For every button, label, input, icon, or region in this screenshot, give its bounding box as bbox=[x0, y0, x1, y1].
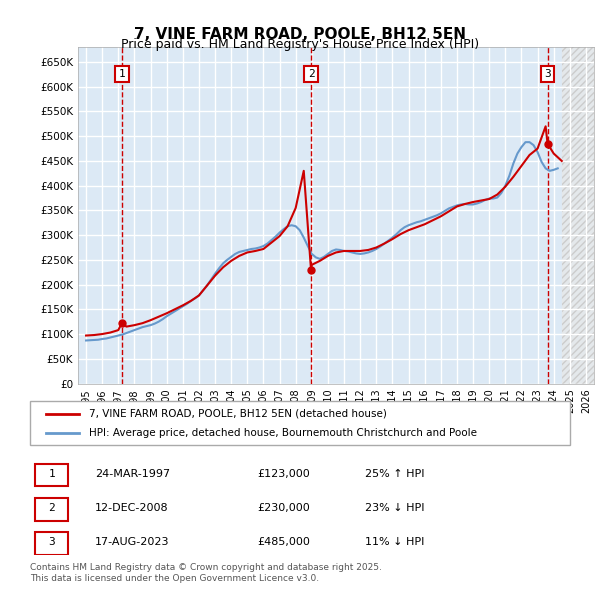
FancyBboxPatch shape bbox=[35, 532, 68, 555]
Text: 24-MAR-1997: 24-MAR-1997 bbox=[95, 469, 170, 479]
Text: 1: 1 bbox=[48, 469, 55, 479]
Polygon shape bbox=[562, 47, 594, 384]
Text: HPI: Average price, detached house, Bournemouth Christchurch and Poole: HPI: Average price, detached house, Bour… bbox=[89, 428, 478, 438]
Text: Contains HM Land Registry data © Crown copyright and database right 2025.
This d: Contains HM Land Registry data © Crown c… bbox=[30, 563, 382, 583]
Text: 17-AUG-2023: 17-AUG-2023 bbox=[95, 537, 169, 547]
FancyBboxPatch shape bbox=[30, 401, 570, 445]
Text: £230,000: £230,000 bbox=[257, 503, 310, 513]
Text: 2: 2 bbox=[48, 503, 55, 513]
Text: 3: 3 bbox=[48, 537, 55, 547]
Text: 12-DEC-2008: 12-DEC-2008 bbox=[95, 503, 169, 513]
Text: Price paid vs. HM Land Registry's House Price Index (HPI): Price paid vs. HM Land Registry's House … bbox=[121, 38, 479, 51]
Text: 23% ↓ HPI: 23% ↓ HPI bbox=[365, 503, 424, 513]
Text: £123,000: £123,000 bbox=[257, 469, 310, 479]
Text: 3: 3 bbox=[544, 69, 551, 79]
Text: 2: 2 bbox=[308, 69, 314, 79]
Text: 25% ↑ HPI: 25% ↑ HPI bbox=[365, 469, 424, 479]
Text: 7, VINE FARM ROAD, POOLE, BH12 5EN: 7, VINE FARM ROAD, POOLE, BH12 5EN bbox=[134, 27, 466, 41]
Text: £485,000: £485,000 bbox=[257, 537, 310, 547]
Text: 1: 1 bbox=[119, 69, 125, 79]
FancyBboxPatch shape bbox=[35, 498, 68, 520]
FancyBboxPatch shape bbox=[35, 464, 68, 486]
Text: 7, VINE FARM ROAD, POOLE, BH12 5EN (detached house): 7, VINE FARM ROAD, POOLE, BH12 5EN (deta… bbox=[89, 409, 387, 418]
Text: 11% ↓ HPI: 11% ↓ HPI bbox=[365, 537, 424, 547]
